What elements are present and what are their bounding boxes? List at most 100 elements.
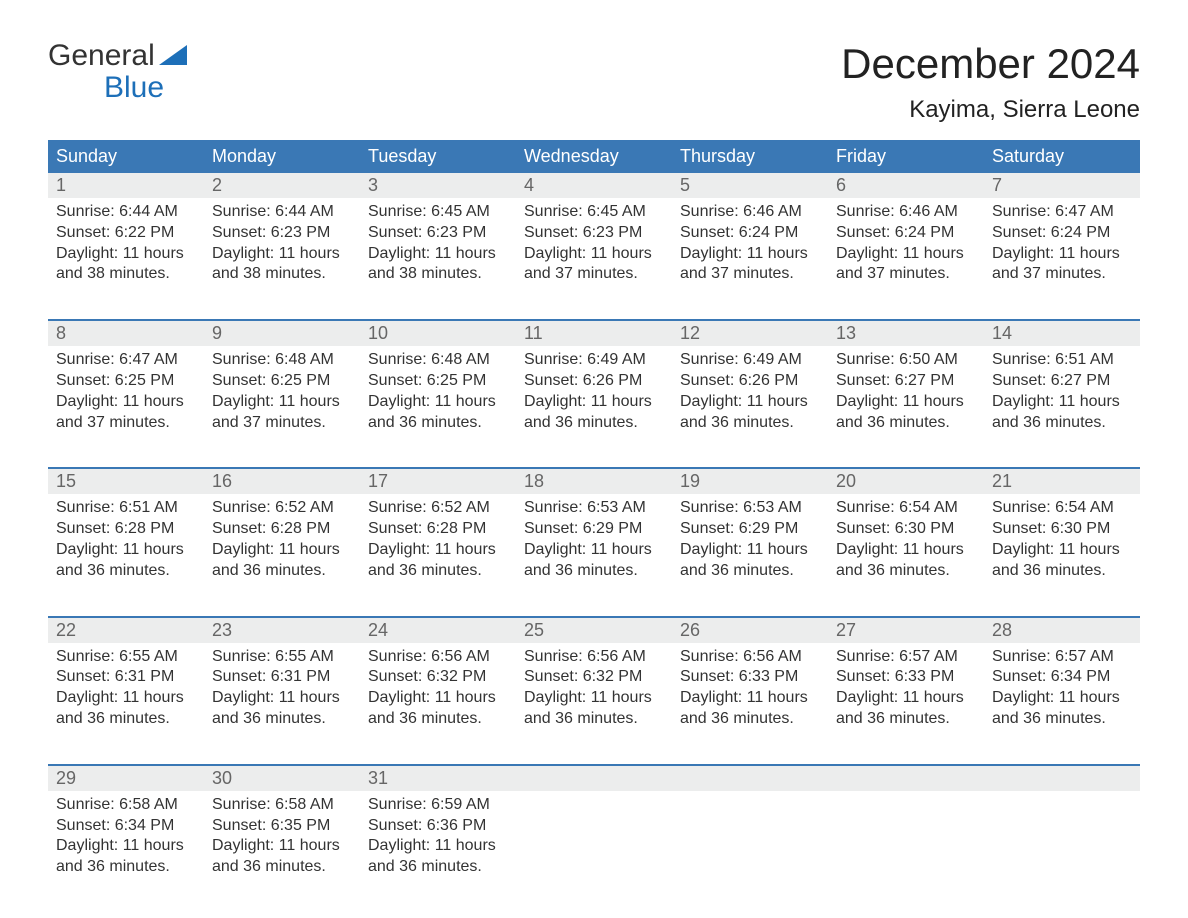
day-number-row: 22232425262728 bbox=[48, 618, 1140, 643]
header: General Blue December 2024 Kayima, Sierr… bbox=[48, 40, 1140, 124]
sunrise-text: Sunrise: 6:50 AM bbox=[836, 350, 976, 371]
sunset-text: Sunset: 6:33 PM bbox=[836, 667, 976, 688]
daylight-text: Daylight: 11 hours and 37 minutes. bbox=[56, 392, 196, 434]
sunrise-text: Sunrise: 6:45 AM bbox=[368, 202, 508, 223]
day-cell: Sunrise: 6:46 AMSunset: 6:24 PMDaylight:… bbox=[672, 198, 828, 293]
day-number: 3 bbox=[360, 173, 516, 198]
sunrise-text: Sunrise: 6:54 AM bbox=[992, 498, 1132, 519]
sunset-text: Sunset: 6:31 PM bbox=[212, 667, 352, 688]
day-cell: Sunrise: 6:46 AMSunset: 6:24 PMDaylight:… bbox=[828, 198, 984, 293]
day-cell: Sunrise: 6:55 AMSunset: 6:31 PMDaylight:… bbox=[204, 643, 360, 738]
daylight-text: Daylight: 11 hours and 37 minutes. bbox=[680, 244, 820, 286]
day-number bbox=[516, 766, 672, 791]
sunset-text: Sunset: 6:26 PM bbox=[524, 371, 664, 392]
day-cell: Sunrise: 6:48 AMSunset: 6:25 PMDaylight:… bbox=[360, 346, 516, 441]
day-number: 15 bbox=[48, 469, 204, 494]
sunset-text: Sunset: 6:23 PM bbox=[212, 223, 352, 244]
daylight-text: Daylight: 11 hours and 36 minutes. bbox=[680, 540, 820, 582]
day-number: 7 bbox=[984, 173, 1140, 198]
sunset-text: Sunset: 6:31 PM bbox=[56, 667, 196, 688]
day-number: 2 bbox=[204, 173, 360, 198]
day-cell: Sunrise: 6:51 AMSunset: 6:27 PMDaylight:… bbox=[984, 346, 1140, 441]
sunrise-text: Sunrise: 6:47 AM bbox=[992, 202, 1132, 223]
sunset-text: Sunset: 6:29 PM bbox=[680, 519, 820, 540]
day-cell bbox=[516, 791, 672, 886]
day-number: 9 bbox=[204, 321, 360, 346]
day-cell: Sunrise: 6:58 AMSunset: 6:35 PMDaylight:… bbox=[204, 791, 360, 886]
daylight-text: Daylight: 11 hours and 36 minutes. bbox=[836, 392, 976, 434]
daylight-text: Daylight: 11 hours and 36 minutes. bbox=[56, 688, 196, 730]
daylight-text: Daylight: 11 hours and 37 minutes. bbox=[524, 244, 664, 286]
sunrise-text: Sunrise: 6:47 AM bbox=[56, 350, 196, 371]
sunset-text: Sunset: 6:29 PM bbox=[524, 519, 664, 540]
sunrise-text: Sunrise: 6:52 AM bbox=[368, 498, 508, 519]
logo: General Blue bbox=[48, 40, 187, 103]
day-header: Wednesday bbox=[516, 140, 672, 173]
sunset-text: Sunset: 6:24 PM bbox=[680, 223, 820, 244]
sunset-text: Sunset: 6:32 PM bbox=[524, 667, 664, 688]
day-number bbox=[672, 766, 828, 791]
day-number: 12 bbox=[672, 321, 828, 346]
day-cell: Sunrise: 6:52 AMSunset: 6:28 PMDaylight:… bbox=[360, 494, 516, 589]
day-cell bbox=[984, 791, 1140, 886]
day-cell: Sunrise: 6:53 AMSunset: 6:29 PMDaylight:… bbox=[516, 494, 672, 589]
week: 1234567Sunrise: 6:44 AMSunset: 6:22 PMDa… bbox=[48, 173, 1140, 293]
day-number: 16 bbox=[204, 469, 360, 494]
day-cell: Sunrise: 6:51 AMSunset: 6:28 PMDaylight:… bbox=[48, 494, 204, 589]
week: 22232425262728Sunrise: 6:55 AMSunset: 6:… bbox=[48, 616, 1140, 738]
daylight-text: Daylight: 11 hours and 36 minutes. bbox=[680, 688, 820, 730]
week: 15161718192021Sunrise: 6:51 AMSunset: 6:… bbox=[48, 467, 1140, 589]
day-number-row: 15161718192021 bbox=[48, 469, 1140, 494]
sunset-text: Sunset: 6:33 PM bbox=[680, 667, 820, 688]
sunrise-text: Sunrise: 6:55 AM bbox=[212, 647, 352, 668]
daylight-text: Daylight: 11 hours and 36 minutes. bbox=[524, 688, 664, 730]
day-number: 26 bbox=[672, 618, 828, 643]
sunrise-text: Sunrise: 6:54 AM bbox=[836, 498, 976, 519]
day-cell: Sunrise: 6:44 AMSunset: 6:23 PMDaylight:… bbox=[204, 198, 360, 293]
sunset-text: Sunset: 6:27 PM bbox=[836, 371, 976, 392]
day-body-row: Sunrise: 6:58 AMSunset: 6:34 PMDaylight:… bbox=[48, 791, 1140, 886]
day-cell: Sunrise: 6:52 AMSunset: 6:28 PMDaylight:… bbox=[204, 494, 360, 589]
sunrise-text: Sunrise: 6:51 AM bbox=[992, 350, 1132, 371]
daylight-text: Daylight: 11 hours and 37 minutes. bbox=[212, 392, 352, 434]
sunrise-text: Sunrise: 6:56 AM bbox=[368, 647, 508, 668]
sunset-text: Sunset: 6:23 PM bbox=[368, 223, 508, 244]
sunrise-text: Sunrise: 6:59 AM bbox=[368, 795, 508, 816]
day-number: 19 bbox=[672, 469, 828, 494]
day-header: Tuesday bbox=[360, 140, 516, 173]
sunrise-text: Sunrise: 6:57 AM bbox=[836, 647, 976, 668]
day-cell: Sunrise: 6:45 AMSunset: 6:23 PMDaylight:… bbox=[516, 198, 672, 293]
daylight-text: Daylight: 11 hours and 36 minutes. bbox=[524, 392, 664, 434]
day-number: 20 bbox=[828, 469, 984, 494]
day-cell: Sunrise: 6:44 AMSunset: 6:22 PMDaylight:… bbox=[48, 198, 204, 293]
day-cell: Sunrise: 6:50 AMSunset: 6:27 PMDaylight:… bbox=[828, 346, 984, 441]
day-number: 1 bbox=[48, 173, 204, 198]
day-cell: Sunrise: 6:47 AMSunset: 6:25 PMDaylight:… bbox=[48, 346, 204, 441]
logo-triangle-icon bbox=[159, 40, 187, 72]
day-cell: Sunrise: 6:56 AMSunset: 6:33 PMDaylight:… bbox=[672, 643, 828, 738]
day-number: 5 bbox=[672, 173, 828, 198]
day-header: Monday bbox=[204, 140, 360, 173]
day-number-row: 293031 bbox=[48, 766, 1140, 791]
sunset-text: Sunset: 6:32 PM bbox=[368, 667, 508, 688]
sunrise-text: Sunrise: 6:46 AM bbox=[680, 202, 820, 223]
sunset-text: Sunset: 6:25 PM bbox=[56, 371, 196, 392]
sunset-text: Sunset: 6:27 PM bbox=[992, 371, 1132, 392]
sunset-text: Sunset: 6:25 PM bbox=[368, 371, 508, 392]
day-cell: Sunrise: 6:53 AMSunset: 6:29 PMDaylight:… bbox=[672, 494, 828, 589]
day-cell: Sunrise: 6:56 AMSunset: 6:32 PMDaylight:… bbox=[360, 643, 516, 738]
daylight-text: Daylight: 11 hours and 36 minutes. bbox=[212, 836, 352, 878]
day-number: 10 bbox=[360, 321, 516, 346]
day-body-row: Sunrise: 6:51 AMSunset: 6:28 PMDaylight:… bbox=[48, 494, 1140, 589]
sunset-text: Sunset: 6:34 PM bbox=[992, 667, 1132, 688]
sunset-text: Sunset: 6:30 PM bbox=[836, 519, 976, 540]
day-cell: Sunrise: 6:55 AMSunset: 6:31 PMDaylight:… bbox=[48, 643, 204, 738]
daylight-text: Daylight: 11 hours and 36 minutes. bbox=[680, 392, 820, 434]
day-header: Saturday bbox=[984, 140, 1140, 173]
day-number: 8 bbox=[48, 321, 204, 346]
daylight-text: Daylight: 11 hours and 36 minutes. bbox=[836, 540, 976, 582]
day-number: 13 bbox=[828, 321, 984, 346]
day-number: 25 bbox=[516, 618, 672, 643]
daylight-text: Daylight: 11 hours and 36 minutes. bbox=[836, 688, 976, 730]
sunrise-text: Sunrise: 6:44 AM bbox=[212, 202, 352, 223]
